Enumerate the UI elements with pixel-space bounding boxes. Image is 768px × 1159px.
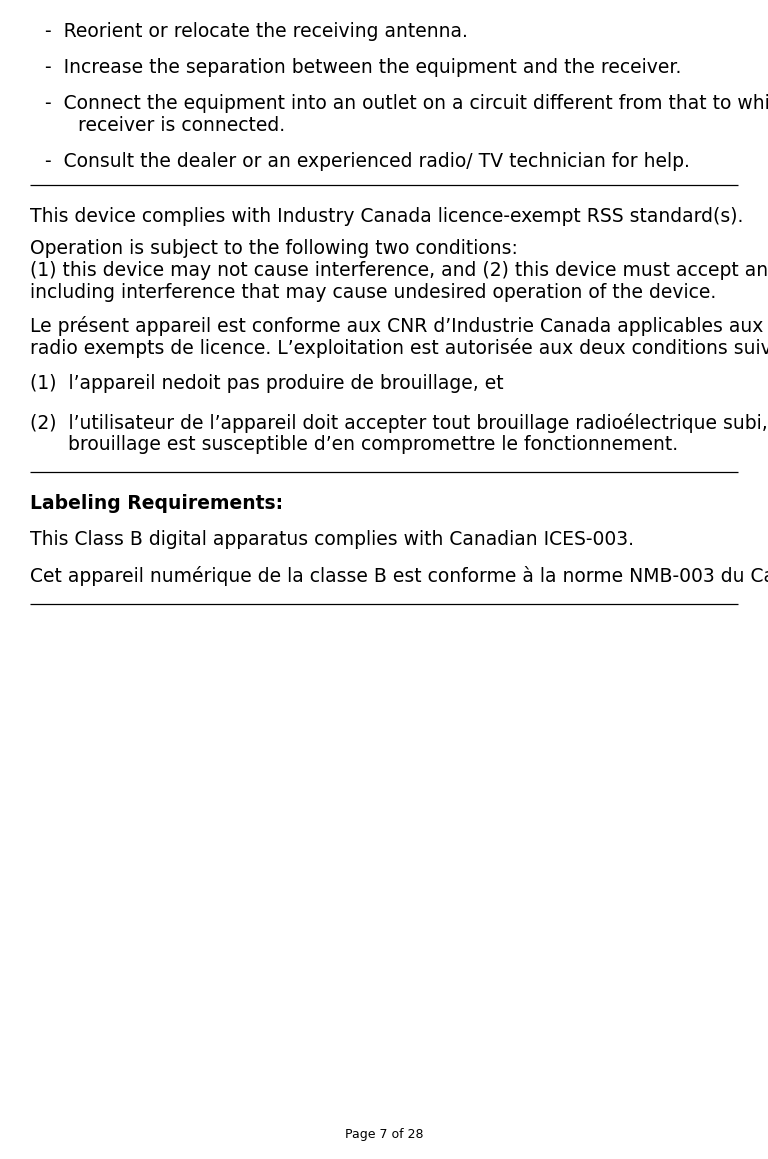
Text: This Class B digital apparatus complies with Canadian ICES-003.: This Class B digital apparatus complies … [30,530,634,549]
Text: -  Connect the equipment into an outlet on a circuit different from that to whic: - Connect the equipment into an outlet o… [45,94,768,112]
Text: receiver is connected.: receiver is connected. [78,116,285,134]
Text: Labeling Requirements:: Labeling Requirements: [30,494,283,513]
Text: brouillage est susceptible d’en compromettre le fonctionnement.: brouillage est susceptible d’en comprome… [68,435,678,454]
Text: -  Increase the separation between the equipment and the receiver.: - Increase the separation between the eq… [45,58,681,76]
Text: -  Reorient or relocate the receiving antenna.: - Reorient or relocate the receiving ant… [45,22,468,41]
Text: including interference that may cause undesired operation of the device.: including interference that may cause un… [30,283,717,302]
Text: radio exempts de licence. L’exploitation est autorisée aux deux conditions suiva: radio exempts de licence. L’exploitation… [30,338,768,358]
Text: -  Consult the dealer or an experienced radio/ TV technician for help.: - Consult the dealer or an experienced r… [45,152,690,172]
Text: Operation is subject to the following two conditions:: Operation is subject to the following tw… [30,239,518,258]
Text: (1)  l’appareil nedoit pas produire de brouillage, et: (1) l’appareil nedoit pas produire de br… [30,374,504,393]
Text: Le présent appareil est conforme aux CNR d’Industrie Canada applicables aux appa: Le présent appareil est conforme aux CNR… [30,316,768,336]
Text: (1) this device may not cause interference, and (2) this device must accept any : (1) this device may not cause interferen… [30,261,768,280]
Text: Page 7 of 28: Page 7 of 28 [345,1128,423,1140]
Text: Cet appareil numérique de la classe B est conforme à la norme NMB-003 du Canada.: Cet appareil numérique de la classe B es… [30,566,768,586]
Text: This device complies with Industry Canada licence-exempt RSS standard(s).: This device complies with Industry Canad… [30,207,743,226]
Text: (2)  l’utilisateur de l’appareil doit accepter tout brouillage radioélectrique s: (2) l’utilisateur de l’appareil doit acc… [30,413,768,433]
